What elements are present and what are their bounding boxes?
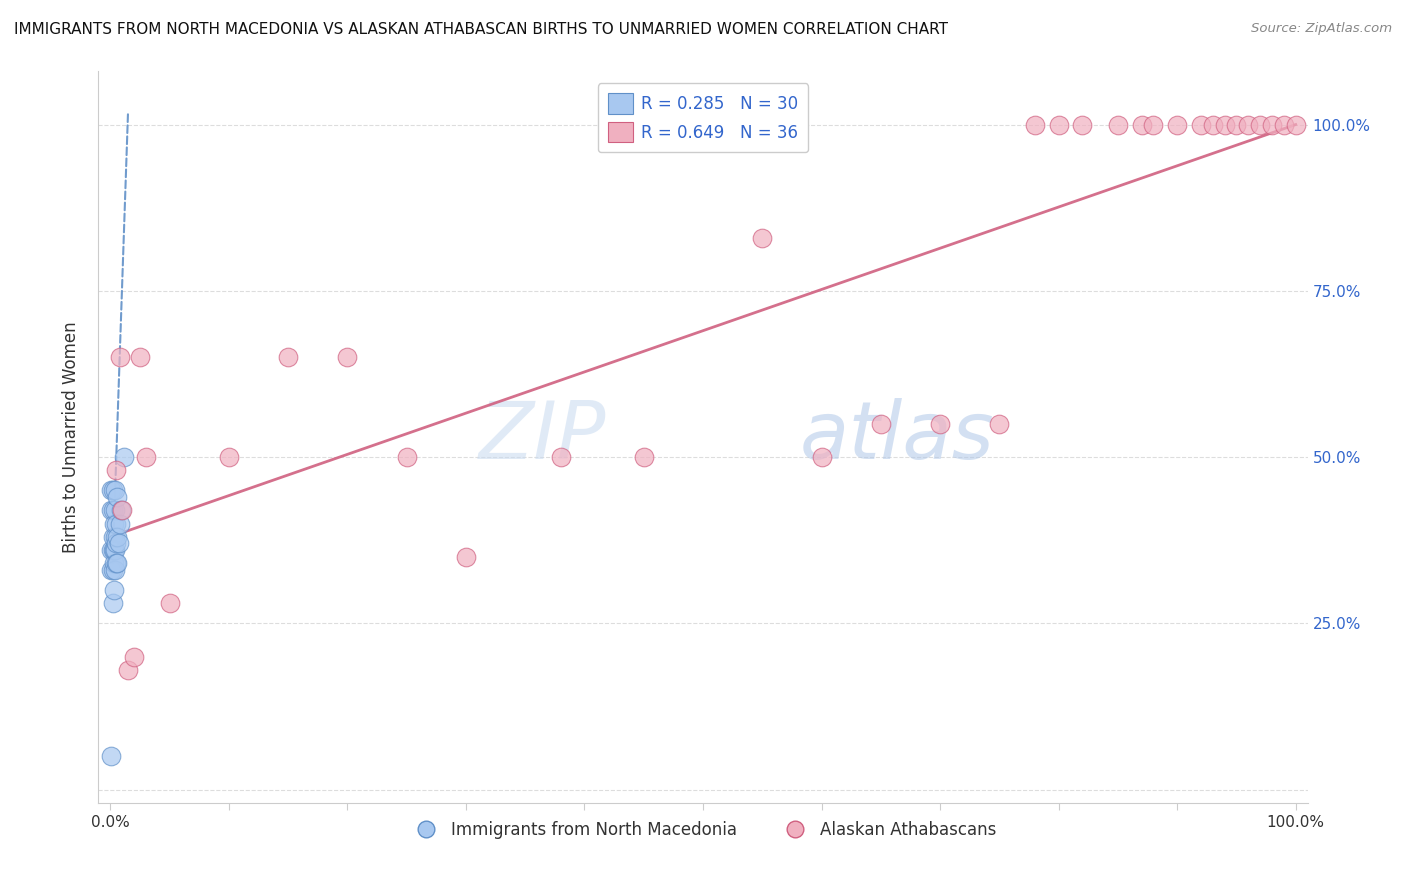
Point <box>105 463 128 477</box>
Point <box>122 649 145 664</box>
Point <box>1249 118 1271 132</box>
Point <box>114 450 136 464</box>
Point <box>1071 118 1094 132</box>
Point <box>395 450 418 464</box>
Point <box>929 417 952 431</box>
Point <box>101 530 124 544</box>
Point <box>336 351 359 365</box>
Point <box>100 483 122 498</box>
Point <box>1130 118 1153 132</box>
Point <box>1024 118 1046 132</box>
Point <box>103 543 125 558</box>
Point <box>1107 118 1129 132</box>
Text: IMMIGRANTS FROM NORTH MACEDONIA VS ALASKAN ATHABASCAN BIRTHS TO UNMARRIED WOMEN : IMMIGRANTS FROM NORTH MACEDONIA VS ALASK… <box>14 22 948 37</box>
Point <box>869 417 891 431</box>
Point <box>103 557 125 571</box>
Point <box>104 483 127 498</box>
Point <box>1261 118 1284 132</box>
Point <box>111 503 134 517</box>
Point <box>107 536 129 550</box>
Point <box>101 543 124 558</box>
Point <box>1202 118 1225 132</box>
Point <box>1272 118 1295 132</box>
Point <box>103 582 125 597</box>
Point <box>129 351 152 365</box>
Point <box>1189 118 1212 132</box>
Point <box>104 530 127 544</box>
Point <box>105 490 128 504</box>
Point <box>633 450 655 464</box>
Point <box>100 543 122 558</box>
Text: ZIP: ZIP <box>479 398 606 476</box>
Point <box>101 503 124 517</box>
Point <box>1237 118 1260 132</box>
Point <box>159 596 181 610</box>
Point <box>105 516 128 531</box>
Point <box>135 450 157 464</box>
Point <box>104 543 127 558</box>
Point <box>101 483 124 498</box>
Point <box>100 563 122 577</box>
Point <box>105 530 128 544</box>
Legend: Immigrants from North Macedonia, Alaskan Athabascans: Immigrants from North Macedonia, Alaskan… <box>402 814 1004 846</box>
Point <box>101 563 124 577</box>
Y-axis label: Births to Unmarried Women: Births to Unmarried Women <box>62 321 80 553</box>
Point <box>100 503 122 517</box>
Point <box>810 450 832 464</box>
Point <box>105 557 128 571</box>
Point <box>454 549 477 564</box>
Point <box>110 503 132 517</box>
Point <box>550 450 572 464</box>
Text: Source: ZipAtlas.com: Source: ZipAtlas.com <box>1251 22 1392 36</box>
Point <box>1142 118 1164 132</box>
Point <box>104 503 127 517</box>
Point <box>988 417 1011 431</box>
Point <box>117 663 139 677</box>
Point <box>108 516 131 531</box>
Point <box>1225 118 1247 132</box>
Point <box>103 516 125 531</box>
Point <box>105 536 128 550</box>
Point <box>101 596 124 610</box>
Point <box>105 557 128 571</box>
Point <box>100 749 122 764</box>
Point <box>277 351 299 365</box>
Point <box>751 230 773 244</box>
Point <box>1213 118 1236 132</box>
Text: atlas: atlas <box>800 398 994 476</box>
Point <box>1047 118 1070 132</box>
Point <box>1166 118 1188 132</box>
Point <box>1285 118 1308 132</box>
Point <box>108 351 131 365</box>
Point <box>218 450 240 464</box>
Point <box>104 563 127 577</box>
